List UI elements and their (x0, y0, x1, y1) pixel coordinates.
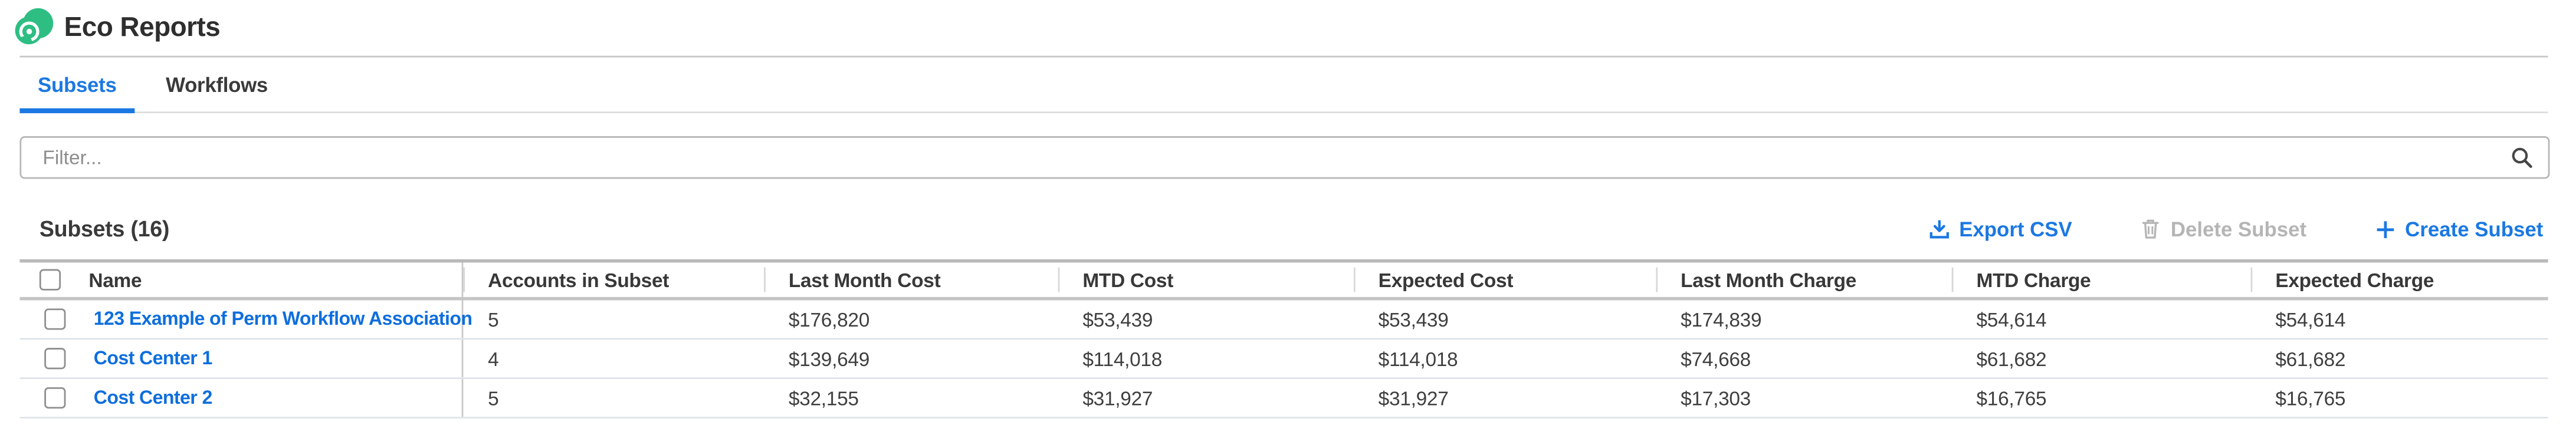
create-subset-label: Create Subset (2405, 217, 2544, 240)
row-checkbox[interactable] (44, 387, 66, 409)
cell-last-month-charge: $74,668 (1681, 347, 1751, 370)
column-header-name-label: Name (88, 268, 142, 292)
export-csv-button[interactable]: Export CSV (1928, 218, 2072, 240)
create-subset-button[interactable]: Create Subset (2375, 218, 2543, 240)
subset-name-link[interactable]: Cost Center 1 (93, 348, 213, 368)
filter-input[interactable] (19, 136, 2550, 179)
column-header-last-month-charge[interactable]: Last Month Charge (1656, 262, 1951, 296)
export-csv-label: Export CSV (1959, 217, 2072, 240)
cell-expected-charge: $61,682 (2275, 347, 2346, 370)
cell-last-month-cost: $139,649 (788, 347, 870, 370)
cell-name: Cost Center 2 (19, 379, 464, 417)
filter-bar (19, 136, 2550, 179)
cell-mtd-charge: $16,765 (1976, 386, 2047, 410)
download-icon (1928, 218, 1949, 239)
row-checkbox[interactable] (44, 348, 66, 370)
cell-name: Cost Center 1 (19, 340, 464, 378)
cell-mtd-cost: $31,927 (1082, 386, 1153, 410)
cell-accounts-in-subset: 5 (488, 307, 499, 331)
plus-icon (2375, 219, 2395, 239)
cell-last-month-cost: $32,155 (788, 386, 859, 410)
cell-last-month-charge: $17,303 (1681, 386, 1751, 410)
cell-expected-charge: $16,765 (2275, 386, 2346, 410)
column-header-expected-cost[interactable]: Expected Cost (1353, 262, 1656, 296)
cell-expected-cost: $53,439 (1378, 307, 1449, 331)
cell-mtd-charge: $54,614 (1976, 307, 2047, 331)
app-header: Eco Reports (0, 0, 2576, 58)
column-header-mtd-charge[interactable]: MTD Charge (1951, 262, 2251, 296)
subsets-count-heading: Subsets (16) (39, 216, 170, 242)
table-row: 123 Example of Perm Workflow Association… (19, 300, 2548, 340)
table-body: 123 Example of Perm Workflow Association… (19, 300, 2548, 419)
app-logo-icon (15, 8, 54, 45)
cell-expected-cost: $31,927 (1378, 386, 1449, 410)
cell-expected-charge: $54,614 (2275, 307, 2346, 331)
cell-accounts-in-subset: 4 (488, 347, 499, 370)
cell-mtd-cost: $53,439 (1082, 307, 1153, 331)
toolbar: Export CSV Delete Subset Create Subse (1928, 218, 2543, 240)
cell-mtd-cost: $114,018 (1082, 347, 1163, 370)
subset-name-link[interactable]: Cost Center 2 (93, 388, 213, 408)
subset-name-link[interactable]: 123 Example of Perm Workflow Association (93, 309, 472, 330)
table-row: Cost Center 1 4 $139,649 $114,018 $114,0… (19, 340, 2548, 380)
tab-workflows[interactable]: Workflows (166, 74, 268, 97)
cell-last-month-cost: $176,820 (788, 307, 870, 331)
search-icon[interactable] (2511, 146, 2534, 169)
trash-icon (2141, 218, 2161, 239)
cell-expected-cost: $114,018 (1378, 347, 1458, 370)
column-header-last-month-cost[interactable]: Last Month Cost (764, 262, 1058, 296)
tab-subsets[interactable]: Subsets (19, 57, 135, 114)
subsets-table: Name Accounts in Subset Last Month Cost … (19, 259, 2548, 419)
table-row: Cost Center 2 5 $32,155 $31,927 $31,927 … (19, 379, 2548, 419)
delete-subset-button[interactable]: Delete Subset (2141, 218, 2306, 240)
column-header-mtd-cost[interactable]: MTD Cost (1058, 262, 1354, 296)
page-title: Eco Reports (64, 13, 221, 43)
cell-last-month-charge: $174,839 (1681, 307, 1762, 331)
tab-bar: Subsets Workflows (0, 57, 2576, 114)
row-checkbox[interactable] (44, 308, 66, 330)
table-header-row: Name Accounts in Subset Last Month Cost … (19, 259, 2548, 301)
delete-subset-label: Delete Subset (2170, 217, 2307, 240)
section-header: Subsets (16) Export CSV (40, 216, 2543, 241)
column-header-expected-charge[interactable]: Expected Charge (2250, 262, 2548, 296)
select-all-checkbox[interactable] (39, 269, 61, 291)
cell-mtd-charge: $61,682 (1976, 347, 2047, 370)
cell-accounts-in-subset: 5 (488, 386, 499, 410)
column-header-name[interactable]: Name (19, 262, 464, 297)
cell-name: 123 Example of Perm Workflow Association (19, 300, 472, 338)
column-header-accounts-in-subset[interactable]: Accounts in Subset (463, 262, 764, 296)
